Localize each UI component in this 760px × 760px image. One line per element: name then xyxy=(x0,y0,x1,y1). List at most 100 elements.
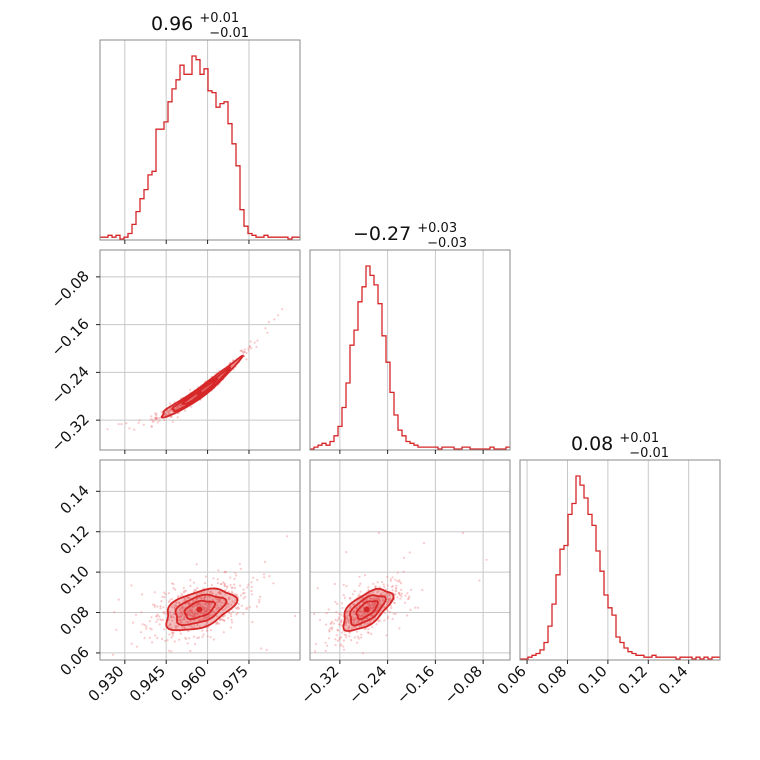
sample-point xyxy=(389,604,393,607)
sample-point xyxy=(357,637,360,640)
sample-point xyxy=(204,596,207,599)
sample-point xyxy=(362,612,365,615)
sample-point xyxy=(387,601,390,604)
sample-point xyxy=(177,406,180,409)
sample-point xyxy=(143,636,146,640)
sample-point xyxy=(358,619,361,623)
sample-point xyxy=(387,615,390,618)
sample-point xyxy=(207,607,210,610)
sample-point xyxy=(199,611,202,615)
sample-point xyxy=(165,413,168,416)
sample-point xyxy=(210,590,213,593)
sample-point xyxy=(333,582,336,586)
sample-point xyxy=(293,656,295,658)
sample-point xyxy=(191,616,194,619)
sample-point xyxy=(398,579,401,582)
sample-point xyxy=(338,612,341,616)
sample-point xyxy=(368,602,371,605)
title-param-2-minus: −0.01 xyxy=(629,446,669,461)
sample-point xyxy=(339,644,342,647)
sample-point xyxy=(203,612,206,615)
sample-point xyxy=(174,625,177,628)
sample-point xyxy=(204,623,208,626)
sample-point xyxy=(164,639,167,643)
x-tick-label: −0.32 xyxy=(297,662,342,707)
sample-point xyxy=(174,588,177,591)
sample-point xyxy=(175,625,178,628)
sample-point xyxy=(153,604,156,607)
sample-point xyxy=(235,593,238,596)
sample-point xyxy=(340,619,343,622)
sample-point xyxy=(111,653,115,656)
sample-point xyxy=(203,596,206,599)
sample-point xyxy=(373,602,376,605)
sample-point xyxy=(236,606,239,609)
sample-point xyxy=(216,622,219,625)
sample-point xyxy=(230,618,233,622)
sample-point xyxy=(373,596,377,599)
sample-point xyxy=(156,618,159,621)
sample-point xyxy=(223,583,226,586)
sample-point xyxy=(215,608,218,611)
sample-point xyxy=(197,619,201,622)
sample-point xyxy=(189,596,192,600)
sample-point xyxy=(180,606,183,610)
sample-point xyxy=(183,617,186,620)
sample-point xyxy=(359,582,362,585)
sample-point xyxy=(247,349,250,352)
sample-point xyxy=(337,629,340,632)
sample-point xyxy=(198,625,201,628)
sample-point xyxy=(385,592,388,596)
sample-point xyxy=(183,618,186,621)
sample-point xyxy=(175,601,178,604)
sample-point xyxy=(183,591,186,594)
sample-point xyxy=(151,420,154,423)
sample-point xyxy=(170,650,173,653)
sample-point xyxy=(191,626,194,629)
sample-point xyxy=(372,607,375,610)
sample-point xyxy=(229,626,233,629)
sample-point xyxy=(316,587,319,590)
y-tick-label: 0.10 xyxy=(56,562,92,598)
sample-point xyxy=(338,623,341,626)
sample-point xyxy=(389,578,392,581)
sample-point xyxy=(228,610,231,614)
sample-point xyxy=(223,608,226,611)
sample-point xyxy=(151,418,154,421)
sample-point xyxy=(178,601,181,604)
sample-point xyxy=(217,591,221,594)
sample-point xyxy=(349,605,352,608)
sample-point xyxy=(219,592,223,595)
sample-point xyxy=(167,600,170,604)
sample-point xyxy=(372,606,375,609)
y-tick-label: 0.14 xyxy=(56,481,92,517)
sample-point xyxy=(149,418,152,421)
sample-point xyxy=(187,602,190,605)
sample-point xyxy=(138,419,141,422)
sample-point xyxy=(194,394,197,397)
sample-point xyxy=(228,597,231,600)
sample-point xyxy=(155,614,158,618)
sample-point xyxy=(352,616,355,619)
sample-point xyxy=(382,583,385,586)
sample-point xyxy=(194,610,197,613)
sample-point xyxy=(182,600,185,603)
sample-point xyxy=(268,575,271,578)
sample-point xyxy=(161,595,164,599)
sample-point xyxy=(281,308,284,311)
sample-point xyxy=(376,591,379,594)
sample-point xyxy=(193,626,196,629)
sample-point xyxy=(220,582,223,586)
sample-point xyxy=(173,607,176,610)
sample-point xyxy=(404,594,407,597)
panel-frame-2-1 xyxy=(309,459,511,661)
sample-point xyxy=(368,611,371,614)
sample-point xyxy=(196,612,199,615)
sample-point xyxy=(216,607,219,610)
sample-point xyxy=(117,423,120,426)
sample-point xyxy=(397,591,400,595)
sample-point xyxy=(358,575,361,578)
sample-point xyxy=(478,579,481,582)
sample-point xyxy=(382,599,385,602)
sample-point xyxy=(203,598,206,601)
